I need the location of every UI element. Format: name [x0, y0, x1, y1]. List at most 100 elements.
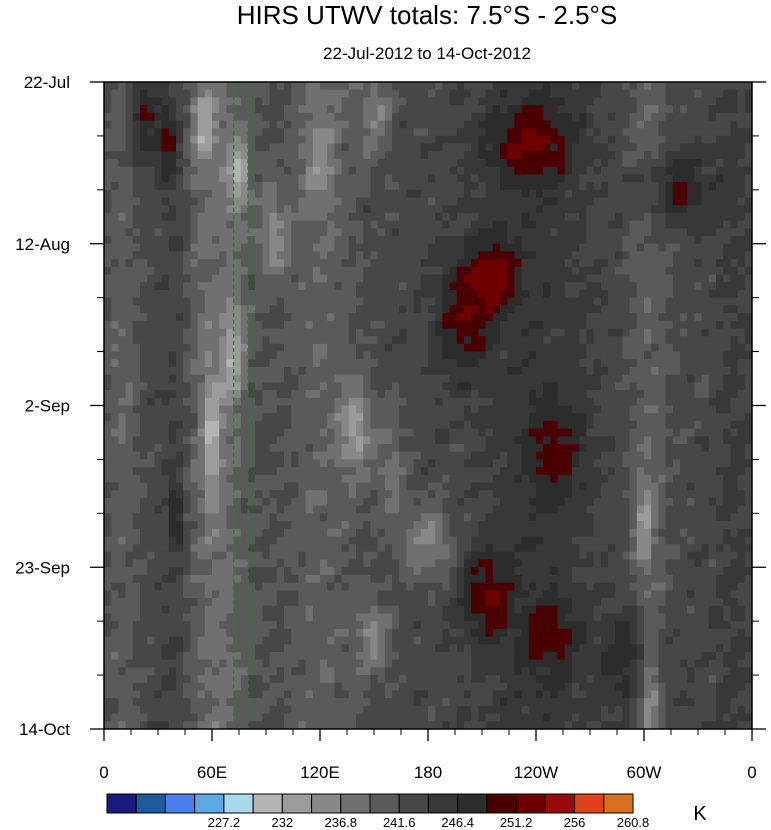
heatmap-cell	[406, 205, 415, 214]
heatmap-cell	[284, 374, 292, 383]
heatmap-cell	[579, 343, 587, 353]
heatmap-cell	[140, 451, 148, 461]
heatmap-cell	[471, 328, 479, 337]
heatmap-cell	[615, 351, 623, 360]
heatmap-cell	[579, 143, 587, 152]
heatmap-cell	[212, 359, 220, 368]
heatmap-cell	[464, 490, 472, 499]
heatmap-cell	[370, 212, 379, 222]
heatmap-cell	[233, 228, 242, 237]
heatmap-cell	[305, 205, 314, 214]
heatmap-cell	[629, 313, 638, 322]
heatmap-cell	[212, 228, 220, 237]
heatmap-cell	[478, 351, 487, 360]
heatmap-cell	[644, 166, 652, 176]
heatmap-cell	[615, 251, 623, 260]
heatmap-cell	[190, 497, 199, 507]
heatmap-cell	[708, 205, 717, 214]
heatmap-cell	[291, 243, 299, 253]
heatmap-cell	[118, 297, 127, 306]
heatmap-cell	[593, 497, 602, 507]
heatmap-cell	[701, 336, 710, 345]
heatmap-cell	[536, 413, 544, 422]
heatmap-cell	[363, 390, 371, 399]
heatmap-cell	[608, 467, 616, 476]
heatmap-cell	[132, 197, 141, 206]
heatmap-cell	[730, 128, 739, 137]
heatmap-cell	[406, 467, 415, 476]
heatmap-cell	[392, 420, 400, 430]
heatmap-cell	[564, 444, 573, 453]
heatmap-cell	[500, 359, 508, 368]
heatmap-cell	[708, 320, 717, 330]
heatmap-cell	[255, 428, 263, 437]
heatmap-cell	[154, 97, 163, 106]
heatmap-cell	[428, 428, 436, 437]
heatmap-cell	[680, 197, 688, 206]
heatmap-cell	[190, 274, 199, 283]
heatmap-cell	[161, 320, 170, 330]
heatmap-cell	[629, 451, 638, 461]
heatmap-cell	[730, 297, 739, 306]
heatmap-cell	[586, 490, 595, 499]
heatmap-cell	[428, 289, 436, 299]
heatmap-cell	[708, 436, 717, 445]
heatmap-cell	[197, 143, 206, 152]
heatmap-cell	[456, 305, 465, 314]
heatmap-cell	[622, 497, 631, 507]
heatmap-cell	[255, 405, 263, 414]
heatmap-cell	[413, 135, 422, 145]
heatmap-cell	[219, 82, 227, 91]
heatmap-cell	[658, 236, 667, 245]
heatmap-cell	[363, 220, 371, 229]
heatmap-cell	[428, 420, 436, 430]
heatmap-cell	[636, 374, 645, 383]
heatmap-cell	[507, 128, 515, 137]
heatmap-cell	[543, 205, 551, 214]
heatmap-cell	[327, 197, 335, 206]
heatmap-cell	[615, 428, 623, 437]
heatmap-cell	[456, 274, 465, 283]
heatmap-cell	[183, 490, 191, 499]
heatmap-cell	[176, 251, 184, 260]
heatmap-cell	[586, 243, 595, 253]
heatmap-cell	[435, 205, 443, 214]
heatmap-cell	[233, 282, 242, 291]
heatmap-cell	[435, 274, 443, 283]
heatmap-cell	[485, 382, 494, 391]
heatmap-cell	[255, 397, 263, 407]
heatmap-cell	[521, 490, 530, 499]
heatmap-cell	[680, 451, 688, 461]
heatmap-cell	[694, 220, 703, 229]
heatmap-cell	[586, 220, 595, 229]
heatmap-cell	[132, 374, 141, 383]
heatmap-cell	[521, 266, 530, 276]
heatmap-cell	[615, 382, 623, 391]
heatmap-cell	[435, 259, 443, 268]
heatmap-cell	[672, 159, 681, 168]
heatmap-cell	[276, 474, 285, 484]
heatmap-cell	[521, 89, 530, 98]
heatmap-cell	[687, 359, 695, 368]
heatmap-cell	[212, 374, 220, 383]
heatmap-cell	[370, 143, 379, 152]
heatmap-cell	[658, 266, 667, 276]
heatmap-cell	[356, 467, 364, 476]
heatmap-cell	[528, 374, 537, 383]
heatmap-cell	[312, 405, 321, 414]
heatmap-cell	[118, 159, 127, 168]
heatmap-cell	[687, 259, 695, 268]
heatmap-cell	[680, 97, 688, 106]
heatmap-cell	[744, 366, 752, 376]
heatmap-cell	[680, 297, 688, 306]
heatmap-cell	[320, 97, 328, 106]
heatmap-cell	[485, 397, 494, 407]
heatmap-cell	[125, 405, 134, 414]
heatmap-cell	[464, 328, 472, 337]
heatmap-cell	[687, 390, 695, 399]
heatmap-cell	[492, 289, 501, 299]
heatmap-cell	[536, 305, 544, 314]
heatmap-cell	[370, 297, 379, 306]
heatmap-cell	[183, 166, 191, 176]
heatmap-cell	[204, 505, 213, 514]
